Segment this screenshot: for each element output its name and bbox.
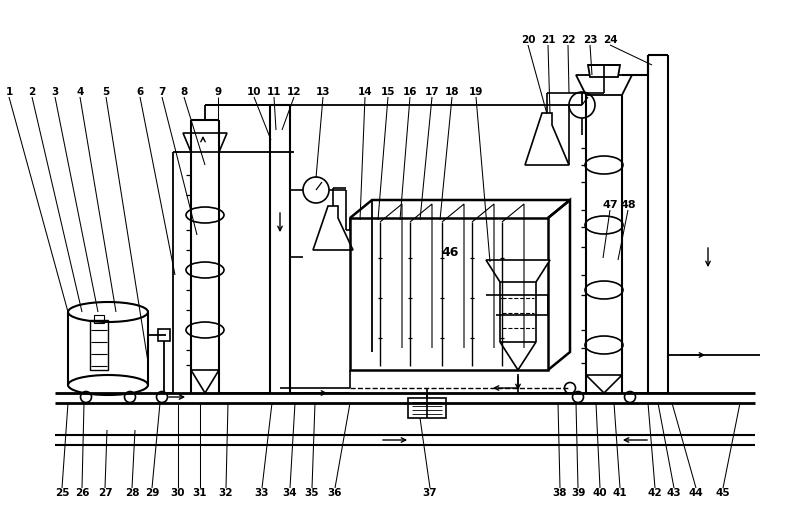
Text: 9: 9 [214,87,222,97]
Text: 21: 21 [541,35,555,45]
Text: 40: 40 [593,488,607,498]
Ellipse shape [585,281,623,299]
Text: 12: 12 [286,87,302,97]
Text: 18: 18 [445,87,459,97]
Text: 45: 45 [716,488,730,498]
Ellipse shape [186,207,224,223]
Text: 1: 1 [6,87,13,97]
Text: 14: 14 [358,87,372,97]
Polygon shape [525,113,569,165]
Text: 37: 37 [422,488,438,498]
Text: 22: 22 [561,35,575,45]
Text: 34: 34 [282,488,298,498]
Text: 4: 4 [76,87,84,97]
Text: 20: 20 [521,35,535,45]
Text: 23: 23 [582,35,598,45]
Ellipse shape [585,156,623,174]
Text: 38: 38 [553,488,567,498]
Ellipse shape [186,262,224,278]
Text: 46: 46 [442,247,458,259]
Text: 10: 10 [246,87,262,97]
Polygon shape [586,375,622,393]
Text: 41: 41 [613,488,627,498]
Polygon shape [588,65,620,77]
Text: 36: 36 [328,488,342,498]
Text: 7: 7 [158,87,166,97]
Text: 17: 17 [425,87,439,97]
Bar [158,329,170,341]
Polygon shape [576,75,632,95]
Text: 8: 8 [180,87,188,97]
Text: 39: 39 [571,488,585,498]
Polygon shape [191,370,219,393]
Text: 33: 33 [254,488,270,498]
Text: 30: 30 [170,488,186,498]
Bar [90,320,108,370]
Polygon shape [313,206,353,250]
Polygon shape [183,133,227,152]
Text: 16: 16 [402,87,418,97]
Text: 6: 6 [136,87,144,97]
Text: 42: 42 [648,488,662,498]
Text: 13: 13 [316,87,330,97]
Text: 28: 28 [125,488,139,498]
Text: 11: 11 [266,87,282,97]
Text: 27: 27 [98,488,112,498]
Ellipse shape [585,216,623,234]
Text: 44: 44 [689,488,703,498]
Text: 15: 15 [381,87,395,97]
Ellipse shape [186,322,224,338]
Text: 32: 32 [218,488,234,498]
Text: 35: 35 [305,488,319,498]
Text: 31: 31 [193,488,207,498]
Ellipse shape [585,336,623,354]
Text: 29: 29 [145,488,159,498]
Bar [408,398,446,418]
Text: 25: 25 [54,488,70,498]
Bar [350,218,548,370]
Text: 47: 47 [602,200,618,210]
Text: 3: 3 [51,87,58,97]
Text: 5: 5 [102,87,110,97]
Polygon shape [500,342,536,370]
Text: 19: 19 [469,87,483,97]
Polygon shape [486,260,550,282]
Text: 48: 48 [620,200,636,210]
Bar [94,315,104,323]
Text: 43: 43 [666,488,682,498]
Text: 24: 24 [602,35,618,45]
Text: 2: 2 [28,87,36,97]
Text: 26: 26 [74,488,90,498]
